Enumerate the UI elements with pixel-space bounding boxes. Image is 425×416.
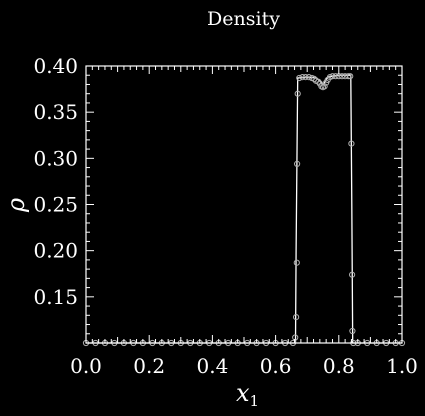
data-point-48 — [345, 73, 352, 80]
data-point-30 — [302, 74, 309, 81]
data-point-25 — [293, 259, 300, 266]
chart-title: Density — [207, 8, 280, 30]
data-point-46 — [338, 73, 346, 80]
data-point-44 — [332, 73, 339, 80]
tick-layer: 0.0 0.2 0.4 0.6 0.8 1.0 0.15 0.20 0.25 0.30 0.35 0.… — [33, 54, 417, 378]
data-point-33 — [311, 75, 318, 83]
x-tick-label: 0.6 — [260, 354, 292, 378]
x-tick-label: 0.0 — [70, 354, 102, 378]
y-tick-label: 0.25 — [33, 193, 78, 217]
y-tick-label: 0.40 — [33, 54, 78, 78]
x-tick-label: 1.0 — [386, 354, 418, 378]
data-point-27 — [294, 90, 301, 97]
data-point-43 — [329, 73, 336, 80]
x-tick-label: 0.4 — [196, 354, 228, 378]
data-point-49 — [347, 73, 354, 80]
x-axis-label-subscript: 1 — [250, 392, 260, 410]
data-point-24 — [293, 314, 300, 321]
data-point-35 — [315, 78, 322, 85]
x-axis-label: x1 — [236, 379, 259, 410]
y-tick-label: 0.15 — [33, 285, 78, 309]
data-point-50 — [348, 140, 355, 147]
y-axis-label: ρ — [2, 198, 30, 213]
data-point-26 — [294, 160, 301, 167]
data-point-28 — [296, 74, 303, 82]
x-tick-label: 0.8 — [323, 354, 355, 378]
data-point-51 — [349, 271, 356, 278]
data-point-39 — [321, 83, 328, 90]
x-axis-label-main: x — [236, 379, 250, 407]
data-point-52 — [349, 327, 356, 335]
y-tick-label: 0.30 — [33, 146, 78, 170]
data-point-29 — [299, 74, 306, 81]
y-tick-label: 0.35 — [33, 100, 78, 124]
data-point-31 — [305, 74, 312, 81]
y-tick-label: 0.20 — [33, 239, 78, 263]
x-tick-label: 0.2 — [133, 354, 165, 378]
data-point-23 — [292, 334, 299, 341]
